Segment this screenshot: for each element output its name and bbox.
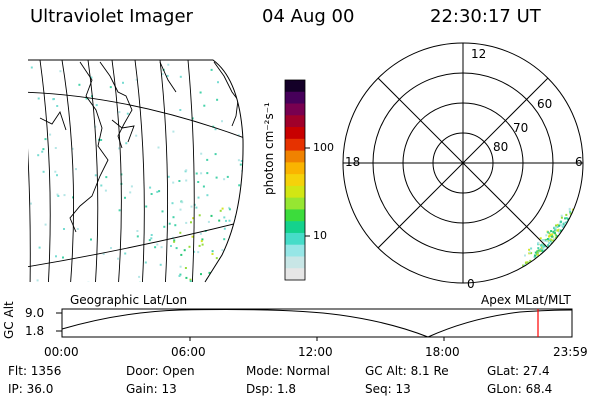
colorbar-segment [285, 221, 305, 234]
title: Ultraviolet Imager [30, 6, 193, 27]
info-door: Door: Open [126, 364, 195, 378]
left-panel-caption: Geographic Lat/Lon [70, 293, 188, 307]
mlt-0-label: 0 [467, 277, 475, 291]
timeline-t2: 12:00 [298, 345, 333, 359]
mlt-18-label: 18 [345, 155, 361, 169]
lat-60-label: 60 [537, 97, 553, 111]
colorbar-tick-100: 100 [313, 141, 334, 154]
lat-80-label: 80 [493, 140, 509, 154]
colorbar-segment [285, 138, 305, 152]
polar-diagonal-2 [377, 77, 549, 249]
info-gain: Gain: 13 [126, 382, 177, 396]
colorbar-segment [285, 115, 305, 128]
colorbar-segment [285, 209, 305, 222]
polar-panel-caption: Apex MLat/MLT [481, 293, 571, 307]
timeline-ylabel: GC Alt [2, 301, 16, 339]
colorbar-segment [285, 244, 305, 257]
polar-plot [342, 42, 584, 284]
coastline [39, 61, 239, 233]
info-mode: Mode: Normal [246, 364, 330, 378]
mlt-6-label: 6 [575, 155, 583, 169]
colorbar-segment [285, 103, 305, 116]
time: 22:30:17 UT [430, 6, 541, 27]
colorbar-segment [285, 268, 305, 281]
timeline-y-top: 9.0 [25, 306, 45, 320]
info-dsp: Dsp: 1.8 [246, 382, 297, 396]
info-ip: IP: 36.0 [8, 382, 54, 396]
timeline-t0: 00:00 [44, 345, 79, 359]
date: 04 Aug 00 [262, 6, 355, 27]
altitude-curve [61, 309, 573, 338]
info-flt: Flt: 1356 [8, 364, 62, 378]
colorbar-segment [285, 185, 305, 199]
colorbar-segment [285, 256, 305, 269]
colorbar-segment [285, 80, 305, 93]
timeline-t1: 06:00 [171, 345, 206, 359]
colorbar-tick-10: 10 [313, 229, 327, 242]
info-gcalt: GC Alt: 8.1 Re [365, 364, 449, 378]
parallel-lines [28, 91, 244, 269]
mlt-12-label: 12 [471, 47, 487, 61]
colorbar-segment [285, 150, 305, 163]
earth-disk [28, 60, 244, 282]
timeline-t4: 23:59 [553, 345, 588, 359]
aurora-speckle [30, 63, 244, 282]
colorbar-segment [285, 127, 305, 140]
info-seq: Seq: 13 [365, 382, 411, 396]
earth-limb [28, 59, 244, 283]
lat-70-label: 70 [513, 121, 529, 135]
timeline-t3: 18:00 [425, 345, 460, 359]
colorbar-segment [285, 232, 305, 246]
polar-aurora [522, 203, 583, 268]
info-glon: GLon: 68.4 [487, 382, 553, 396]
altitude-timeline [56, 308, 573, 341]
colorbar-segment [285, 197, 305, 210]
colorbar-segment [285, 91, 305, 105]
timeline-y-bottom: 1.8 [25, 324, 45, 338]
colorbar-unit-label: photon cm⁻²s⁻¹ [262, 102, 276, 195]
info-glat: GLat: 27.4 [487, 364, 550, 378]
color-bar [284, 79, 310, 281]
colorbar-segment [285, 174, 305, 187]
colorbar-segment [285, 162, 305, 175]
